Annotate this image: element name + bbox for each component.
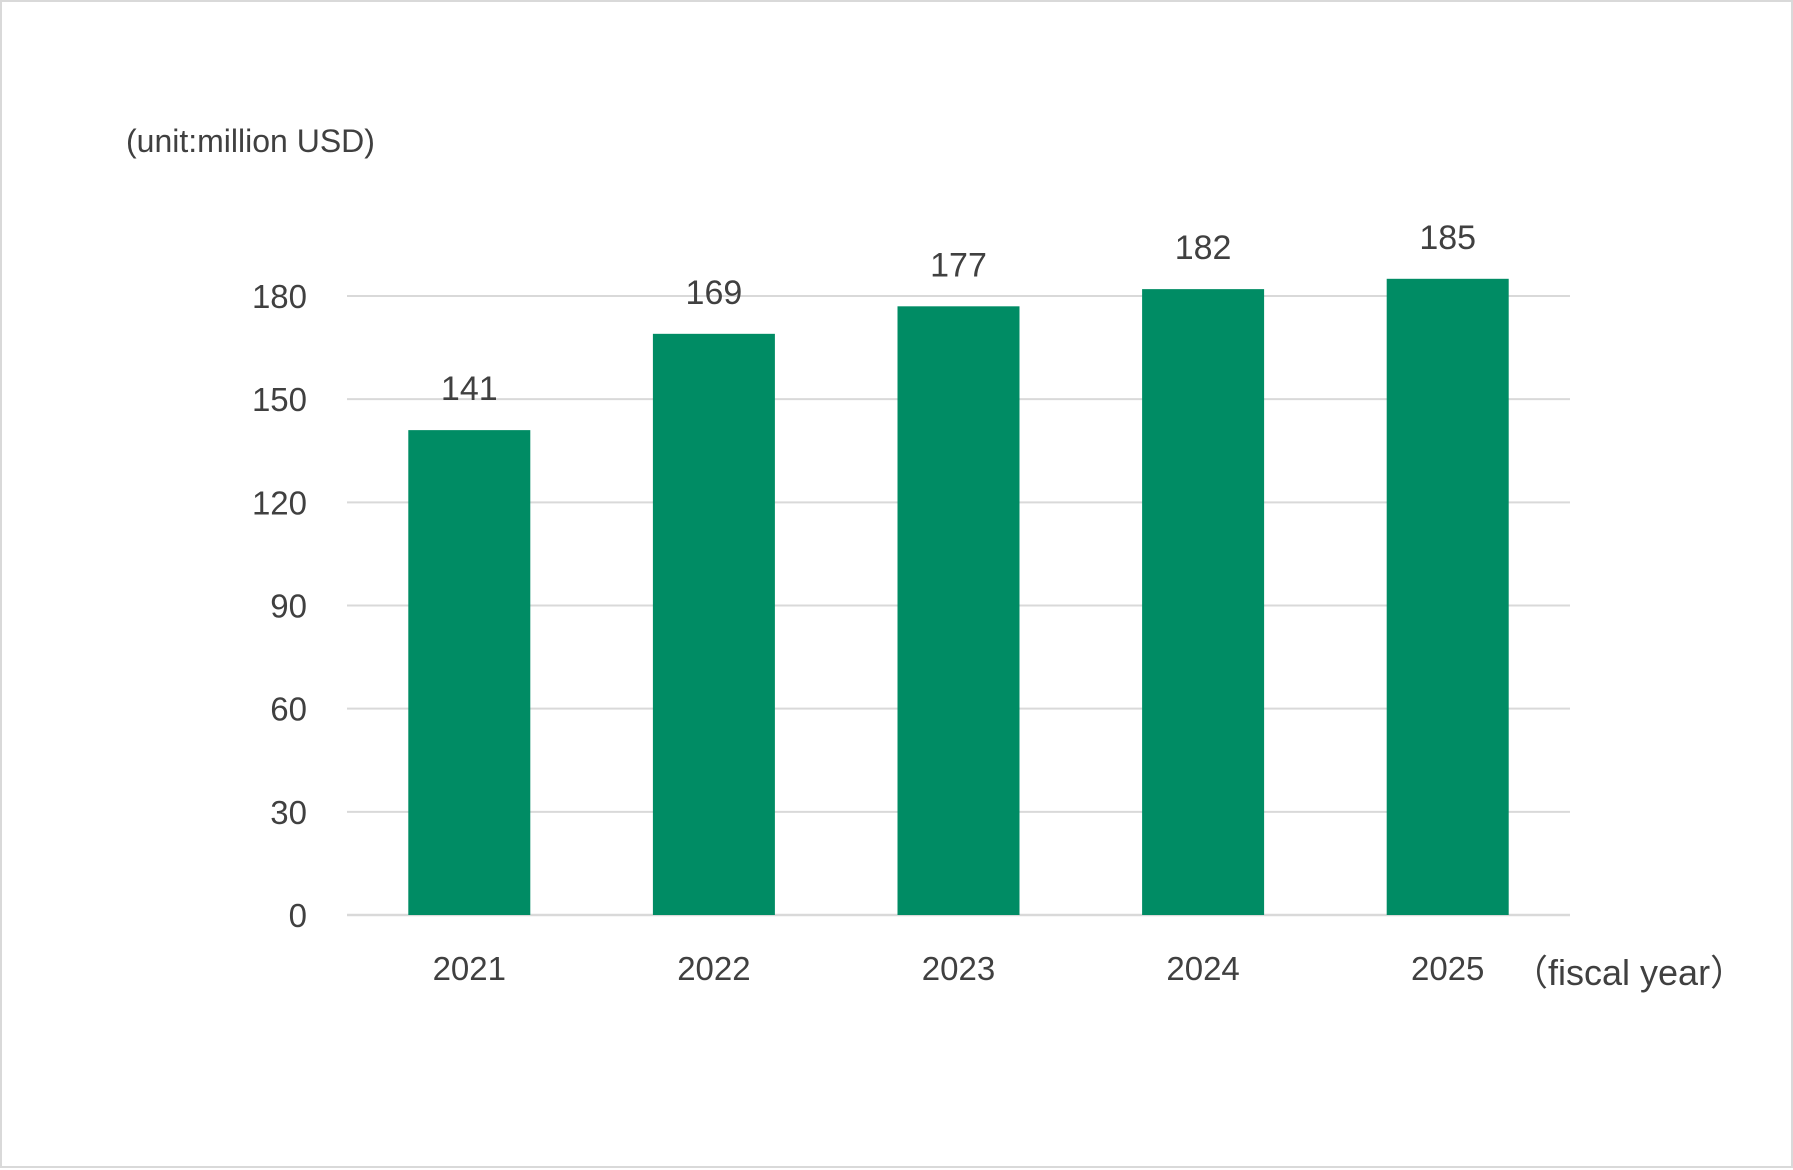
bars bbox=[408, 278, 1509, 916]
x-tick-label-2022: 2022 bbox=[677, 950, 750, 987]
x-axis-title: （fiscal year） bbox=[1512, 952, 1746, 993]
y-tick-label: 180 bbox=[252, 278, 307, 315]
y-tick-label: 150 bbox=[252, 381, 307, 418]
y-tick-label: 0 bbox=[289, 897, 307, 934]
value-label-2025: 185 bbox=[1419, 219, 1476, 257]
unit-label: (unit:million USD) bbox=[126, 123, 375, 159]
y-axis-ticks: 0 30 60 90 120 150 180 bbox=[252, 278, 307, 934]
bar-2023 bbox=[897, 306, 1020, 916]
x-tick-label-2023: 2023 bbox=[922, 950, 995, 987]
x-tick-label-2025: 2025 bbox=[1411, 950, 1484, 987]
x-tick-label-2024: 2024 bbox=[1166, 950, 1239, 987]
value-labels: 141 169 177 182 185 bbox=[441, 219, 1476, 408]
x-tick-label-2021: 2021 bbox=[433, 950, 506, 987]
y-tick-label: 60 bbox=[270, 691, 307, 728]
bar-2024 bbox=[1142, 289, 1265, 916]
value-label-2024: 182 bbox=[1175, 229, 1232, 267]
y-tick-label: 90 bbox=[270, 588, 307, 625]
value-label-2021: 141 bbox=[441, 370, 498, 408]
value-label-2022: 169 bbox=[686, 274, 743, 312]
y-tick-label: 120 bbox=[252, 484, 307, 521]
bar-2025 bbox=[1386, 278, 1509, 915]
bar-2021 bbox=[408, 430, 531, 915]
bar-2022 bbox=[652, 333, 775, 916]
x-axis-labels: 2021 2022 2023 2024 2025 bbox=[433, 950, 1485, 987]
y-tick-label: 30 bbox=[270, 794, 307, 831]
value-label-2023: 177 bbox=[930, 246, 987, 284]
